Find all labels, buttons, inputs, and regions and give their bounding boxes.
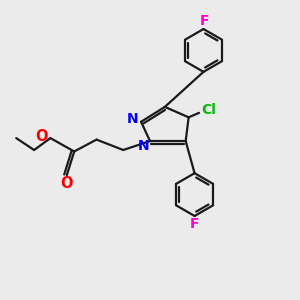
Text: N: N: [127, 112, 139, 126]
Text: Cl: Cl: [201, 103, 216, 117]
Text: O: O: [35, 129, 48, 144]
Text: N: N: [138, 139, 149, 152]
Text: F: F: [190, 217, 199, 231]
Text: F: F: [199, 14, 209, 28]
Text: O: O: [60, 176, 72, 191]
